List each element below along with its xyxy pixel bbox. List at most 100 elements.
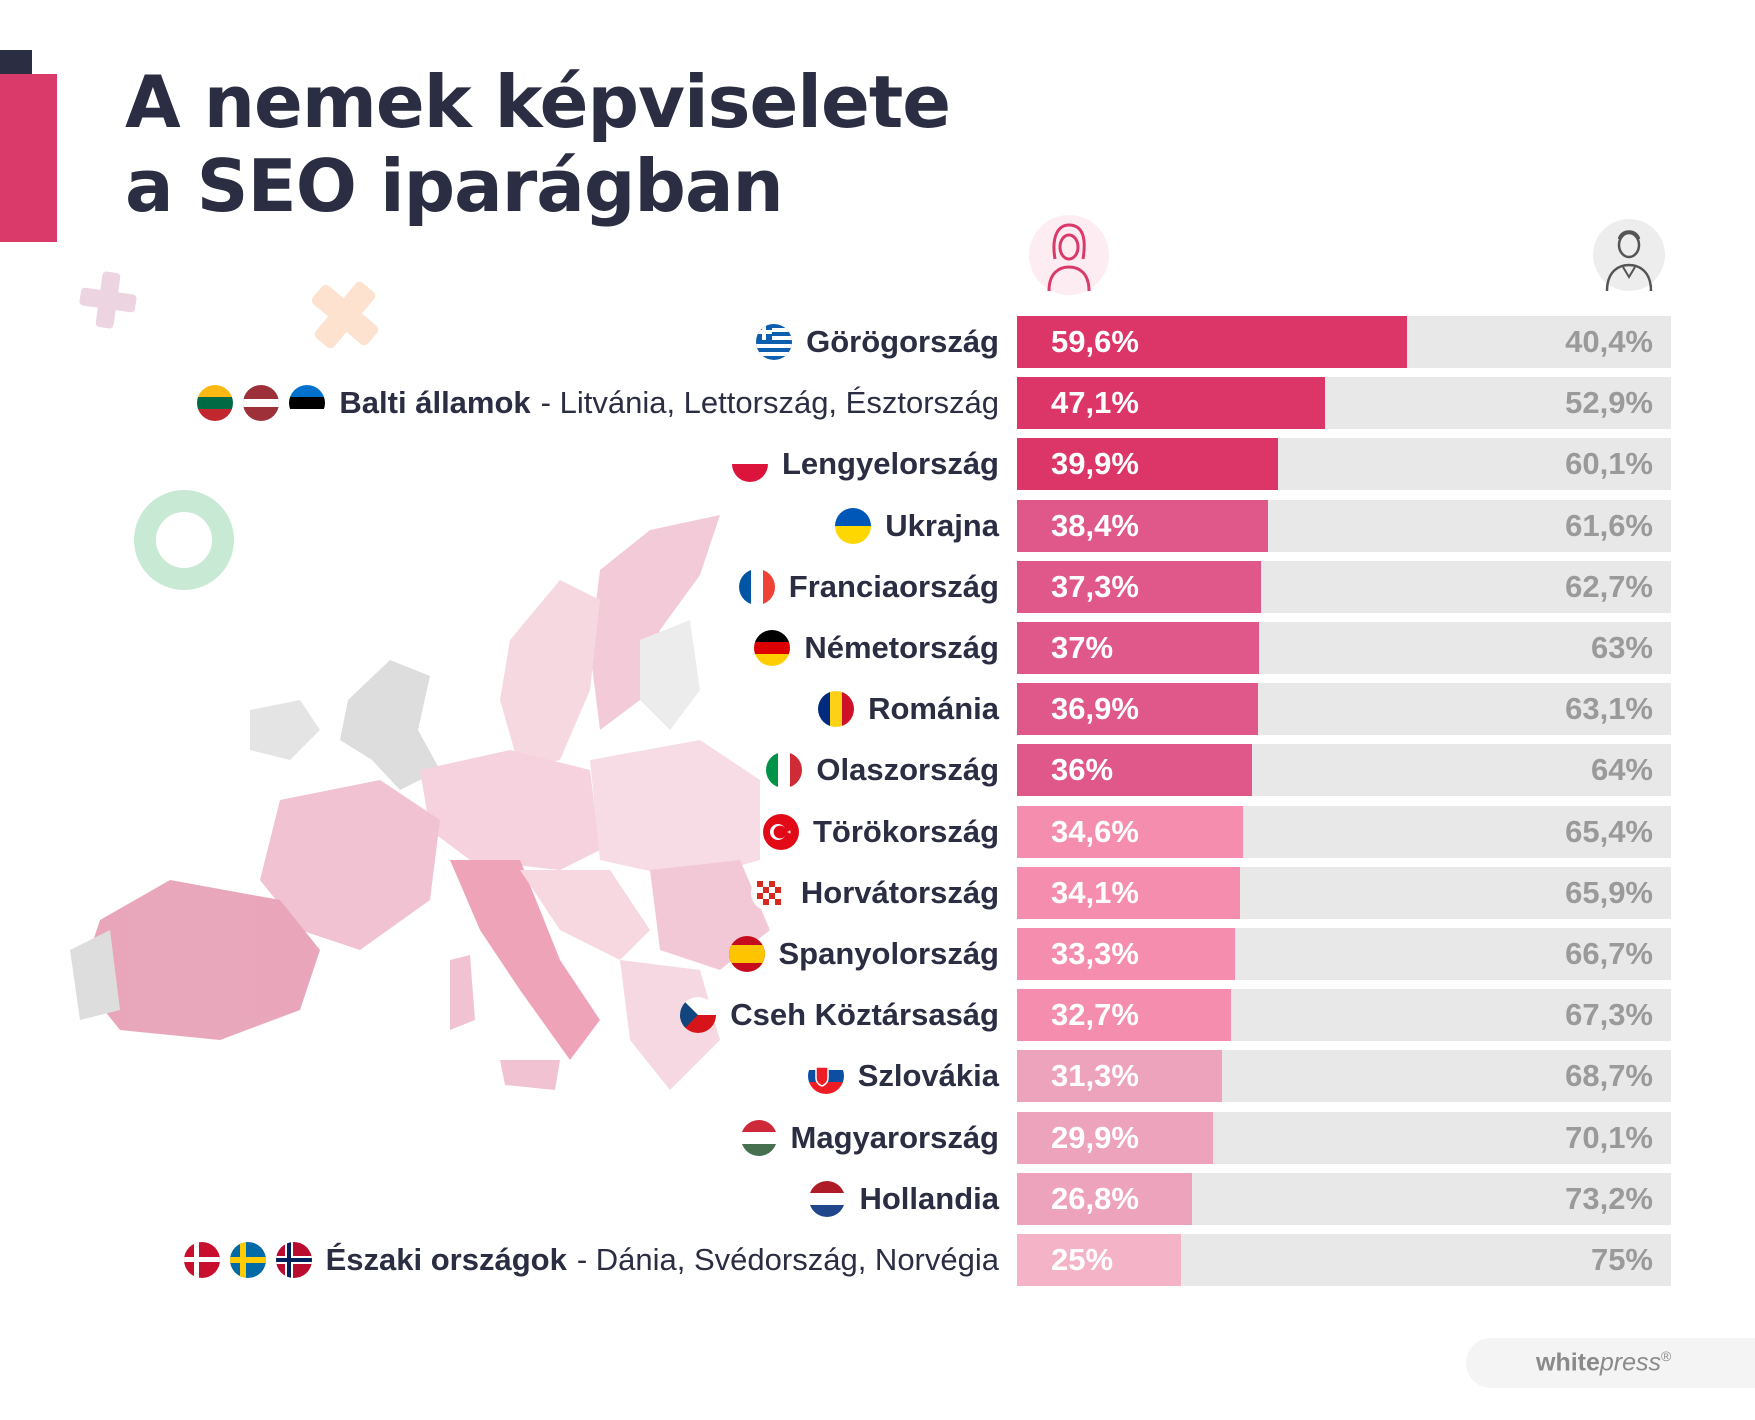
country-name: Cseh Köztársaság [730,997,999,1033]
bar-track: 34,6% 65,4% [1017,805,1671,858]
country-name: Ukrajna [885,507,999,543]
row-flags [809,1180,846,1217]
country-name: Franciaország [788,568,999,604]
flag-fr-icon [738,568,775,605]
row-label: Lengyelország [731,438,999,490]
country-subtitle: - Litvánia, Lettország, Észtország [540,385,999,421]
female-value-label: 34,6% [1051,813,1139,849]
row-label: Spanyolország [728,928,999,980]
male-value-label: 63% [1590,630,1653,665]
female-value-label: 31,3% [1051,1058,1139,1094]
chart-row: Németország 37% 63% [0,622,1755,674]
row-flags [807,1058,844,1095]
female-value-label: 29,9% [1051,1119,1139,1155]
male-value-label: 63,1% [1565,691,1653,727]
decorative-shapes [79,271,379,590]
female-bar [1017,622,1259,674]
bar-track: 34,1% 65,9% [1017,866,1671,919]
row-label: Németország [754,622,999,674]
europe-map-decoration [70,515,770,1090]
row-label: Törökország [762,806,999,858]
female-value-label: 36% [1051,752,1114,788]
row-label: Hollandia [809,1173,999,1225]
row-label: Horvátország [750,867,999,919]
male-value-label: 73,2% [1565,1180,1653,1216]
row-flags [818,691,855,728]
whitepress-logo: whitepress® [1466,1338,1755,1388]
chart-row: Törökország 34,6% 65,4% [0,805,1755,858]
country-name: Görögország [806,324,999,359]
row-flags [731,446,768,483]
bar-track: 29,9% 70,1% [1017,1111,1671,1164]
female-bar [1017,683,1259,736]
male-value-label: 67,3% [1565,997,1653,1033]
ring-decoration [134,490,234,590]
row-flags [680,997,717,1034]
male-value-label: 40,4% [1565,324,1653,359]
bar-track: 39,9% 60,1% [1017,438,1671,491]
female-value-label: 37% [1051,630,1114,665]
chart-row: Franciaország 37,3% 62,7% [0,560,1755,613]
female-bar [1017,316,1407,368]
row-flags [728,936,765,972]
female-bar [1017,1172,1193,1225]
country-name: Északi országok [325,1242,567,1277]
female-value-label: 37,3% [1051,568,1139,604]
bar-track: 36,9% 63,1% [1017,683,1671,736]
female-person-icon [1029,215,1109,295]
chart-row: Szlovákia 31,3% 68,7% [0,1050,1755,1103]
female-value-label: 39,9% [1051,446,1139,482]
flag-pl-icon [731,446,768,483]
female-bar [1017,377,1326,430]
country-name: Törökország [812,813,999,849]
male-value-label: 62,7% [1565,568,1653,604]
row-label: Ukrajna [835,500,999,552]
bar-track: 37% 63% [1017,622,1671,674]
bar-track: 31,3% 68,7% [1017,1050,1671,1103]
title-line-2: a SEO iparágban [125,144,784,228]
female-value-label: 59,6% [1051,324,1139,359]
flag-es-icon [728,936,765,972]
female-value-label: 32,7% [1051,997,1139,1033]
chart-row: Olaszország 36% 64% [0,744,1755,797]
male-value-label: 65,9% [1565,874,1653,910]
female-bar [1017,744,1253,797]
flag-dk-icon [183,1242,220,1278]
male-value-label: 66,7% [1565,936,1653,971]
flag-hu-icon [740,1119,777,1156]
female-bar [1017,805,1244,858]
flag-lt-icon [197,385,234,422]
row-flags [766,752,803,789]
female-bar [1017,438,1278,491]
female-bar [1017,989,1231,1042]
chart-row: Balti államok - Litvánia, Lettország, Ész… [0,377,1755,430]
row-label: Franciaország [738,561,999,613]
male-value-label: 52,9% [1565,385,1653,421]
row-flags [197,385,326,422]
female-bar [1017,560,1261,613]
row-label: Északi országok - Dánia, Svédország, Norv… [183,1234,999,1286]
female-value-label: 38,4% [1051,507,1139,543]
country-name: Hollandia [859,1180,999,1216]
row-flags [738,568,775,605]
bar-track: 36% 64% [1017,744,1671,797]
flag-ro-icon [818,691,855,728]
male-person-icon [1593,219,1665,292]
corner-accent [0,50,57,242]
flag-sk-icon [807,1058,844,1095]
flag-se-icon [229,1242,266,1278]
chart-row: Horvátország 34,1% 65,9% [0,866,1755,919]
female-bar [1017,1050,1222,1103]
logo-mark: ® [1661,1348,1672,1364]
row-flags [835,507,872,544]
chart-row: Cseh Köztársaság 32,7% 67,3% [0,989,1755,1042]
row-label: Balti államok - Litvánia, Lettország, Ész… [197,377,999,429]
bar-track: 59,6% 40,4% [1017,316,1671,368]
row-label: Magyarország [740,1112,999,1164]
page-title: A nemek képviselete a SEO iparágban [125,60,951,228]
title-line-1: A nemek képviselete [125,60,951,144]
flag-ee-icon [289,385,326,422]
country-name: Szlovákia [857,1058,999,1094]
country-name: Balti államok [339,385,531,421]
chart-row: Lengyelország 39,9% 60,1% [0,438,1755,491]
